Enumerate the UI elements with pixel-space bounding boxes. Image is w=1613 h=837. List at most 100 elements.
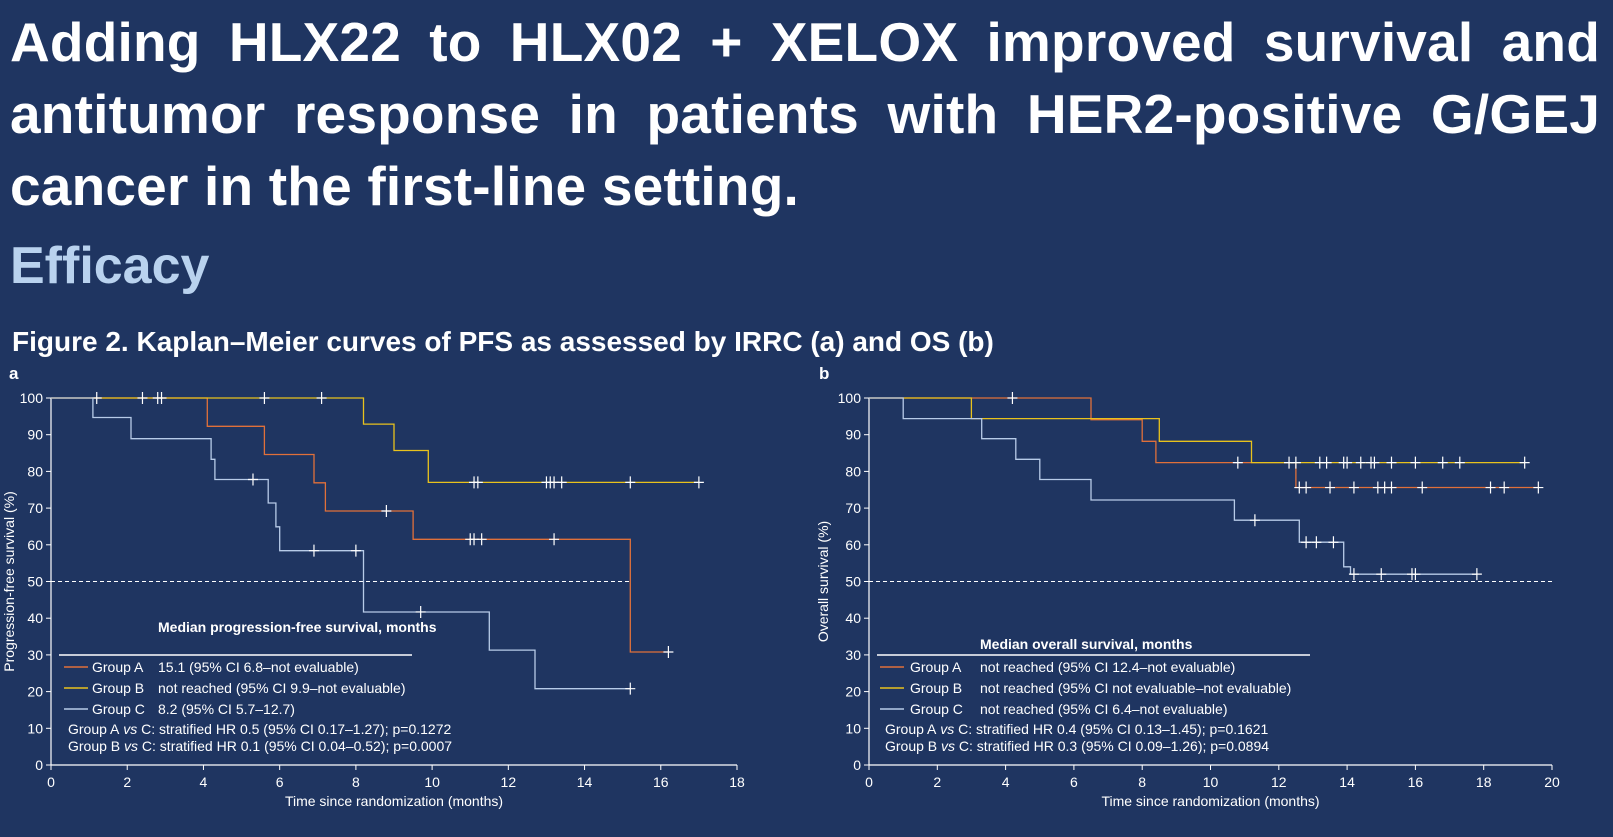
censor-mark-group-b	[1342, 456, 1353, 469]
y-tick-label: 80	[27, 463, 43, 479]
km-curve-group-c	[51, 397, 631, 690]
x-tick-label: 6	[276, 774, 284, 790]
x-tick-label: 16	[653, 774, 669, 790]
censor-mark-group-a	[1417, 481, 1428, 494]
censor-mark-group-c	[1311, 536, 1322, 549]
censor-mark-group-b	[156, 392, 167, 404]
y-axis-label: Overall survival (%)	[815, 521, 831, 642]
x-tick-label: 0	[47, 774, 55, 790]
x-tick-label: 4	[200, 774, 208, 790]
x-tick-label: 6	[1070, 774, 1078, 790]
km-curve-group-a	[51, 397, 669, 653]
censor-mark-group-a	[1499, 481, 1510, 494]
legend-series-name: Group A	[910, 659, 962, 675]
x-tick-label: 20	[1544, 774, 1560, 790]
x-tick-label: 18	[1476, 774, 1492, 790]
legend-series-median: 15.1 (95% CI 6.8–not evaluable)	[158, 659, 359, 675]
x-tick-label: 10	[1203, 774, 1219, 790]
censor-mark-group-b	[1386, 456, 1397, 469]
censor-mark-group-a	[1325, 481, 1336, 494]
censor-mark-group-b	[1454, 456, 1465, 469]
censor-mark-group-b	[1232, 456, 1243, 469]
y-tick-label: 100	[838, 390, 862, 406]
x-tick-label: 18	[729, 774, 745, 790]
hazard-ratio-text: Group A vs C: stratified HR 0.4 (95% CI …	[885, 721, 1268, 737]
y-tick-label: 20	[27, 684, 43, 700]
censor-mark-group-b	[259, 392, 270, 404]
y-tick-label: 20	[845, 684, 861, 700]
os-chart: b 0 10 20 30 40 50 60 70 80 90 100 0 2 4 6 8 10 12 14 16 18 20…	[815, 364, 1560, 809]
censor-mark-group-a	[1348, 481, 1359, 494]
x-tick-label: 2	[933, 774, 941, 790]
legend-series-median: 8.2 (95% CI 5.7–12.7)	[158, 701, 295, 717]
censor-mark-group-a	[549, 533, 560, 546]
censor-mark-group-c	[1348, 568, 1359, 581]
x-tick-label: 10	[424, 774, 440, 790]
y-tick-label: 30	[27, 647, 43, 663]
censor-mark-group-c	[308, 544, 319, 557]
legend-series-name: Group C	[92, 701, 145, 717]
km-curve-group-a	[869, 397, 1539, 489]
y-tick-label: 40	[27, 610, 43, 626]
censor-mark-group-c	[415, 605, 426, 618]
legend-series-median: not reached (95% CI 9.9–not evaluable)	[158, 680, 406, 696]
y-tick-label: 100	[20, 390, 44, 406]
y-tick-label: 30	[845, 647, 861, 663]
x-tick-label: 8	[352, 774, 360, 790]
censor-mark-group-b	[1290, 456, 1301, 469]
x-tick-label: 0	[865, 774, 873, 790]
y-tick-label: 10	[27, 720, 43, 736]
hazard-ratio-text: Group B vs C: stratified HR 0.3 (95% CI …	[885, 738, 1269, 754]
pfs-chart: a 0 10 20 30 40 50 60 70 80 90 100 0 2 4 6 8 10 12 14 16 18 Ti…	[1, 364, 745, 809]
y-tick-label: 0	[35, 757, 43, 773]
censor-mark-group-b	[316, 392, 327, 404]
hazard-ratio-text: Group A vs C: stratified HR 0.5 (95% CI …	[68, 721, 451, 737]
legend-title: Median overall survival, months	[980, 636, 1193, 652]
censor-mark-group-c	[1328, 536, 1339, 549]
x-tick-label: 12	[501, 774, 517, 790]
censor-mark-group-c	[1376, 568, 1387, 581]
subheadline: Efficacy	[10, 237, 210, 295]
censor-mark-group-a	[476, 533, 487, 546]
km-curve-group-c	[869, 397, 1477, 575]
censor-mark-group-a	[1533, 481, 1544, 494]
panel-label: b	[819, 364, 829, 383]
legend-series-median: not reached (95% CI 6.4–not evaluable)	[980, 701, 1228, 717]
censor-mark-group-a	[663, 645, 674, 658]
legend-series-median: not reached (95% CI not evaluable–not ev…	[980, 680, 1291, 696]
censor-mark-group-c	[1301, 536, 1312, 549]
y-tick-label: 40	[845, 610, 861, 626]
censor-mark-group-c	[247, 473, 258, 486]
censor-mark-group-c	[350, 544, 361, 557]
censor-mark-group-b	[625, 476, 636, 489]
panel-label: a	[9, 364, 19, 383]
y-tick-label: 60	[845, 537, 861, 553]
censor-mark-group-b	[1519, 456, 1530, 469]
y-tick-label: 80	[845, 463, 861, 479]
y-tick-label: 0	[853, 757, 861, 773]
censor-mark-group-b	[137, 392, 148, 404]
y-tick-label: 60	[27, 537, 43, 553]
y-tick-label: 90	[845, 427, 861, 443]
legend-series-name: Group B	[92, 680, 144, 696]
x-tick-label: 2	[123, 774, 131, 790]
legend-series-median: not reached (95% CI 12.4–not evaluable)	[980, 659, 1235, 675]
legend-series-name: Group B	[910, 680, 962, 696]
y-axis-label: Progression-free survival (%)	[1, 491, 17, 672]
x-tick-label: 14	[1339, 774, 1355, 790]
censor-mark-group-a	[381, 505, 392, 518]
censor-mark-group-b	[472, 476, 483, 489]
y-tick-label: 50	[845, 574, 861, 590]
censor-mark-group-a	[1485, 481, 1496, 494]
y-tick-label: 10	[845, 720, 861, 736]
censor-mark-group-c	[1249, 514, 1260, 527]
x-axis-label: Time since randomization (months)	[285, 793, 503, 809]
censor-mark-group-b	[1355, 456, 1366, 469]
censor-mark-group-a	[1386, 481, 1397, 494]
censor-mark-group-c	[625, 682, 636, 695]
legend-title: Median progression-free survival, months	[158, 619, 437, 635]
censor-mark-group-b	[556, 476, 567, 489]
censor-mark-group-c	[1410, 568, 1421, 581]
x-tick-label: 14	[577, 774, 593, 790]
x-tick-label: 4	[1002, 774, 1010, 790]
